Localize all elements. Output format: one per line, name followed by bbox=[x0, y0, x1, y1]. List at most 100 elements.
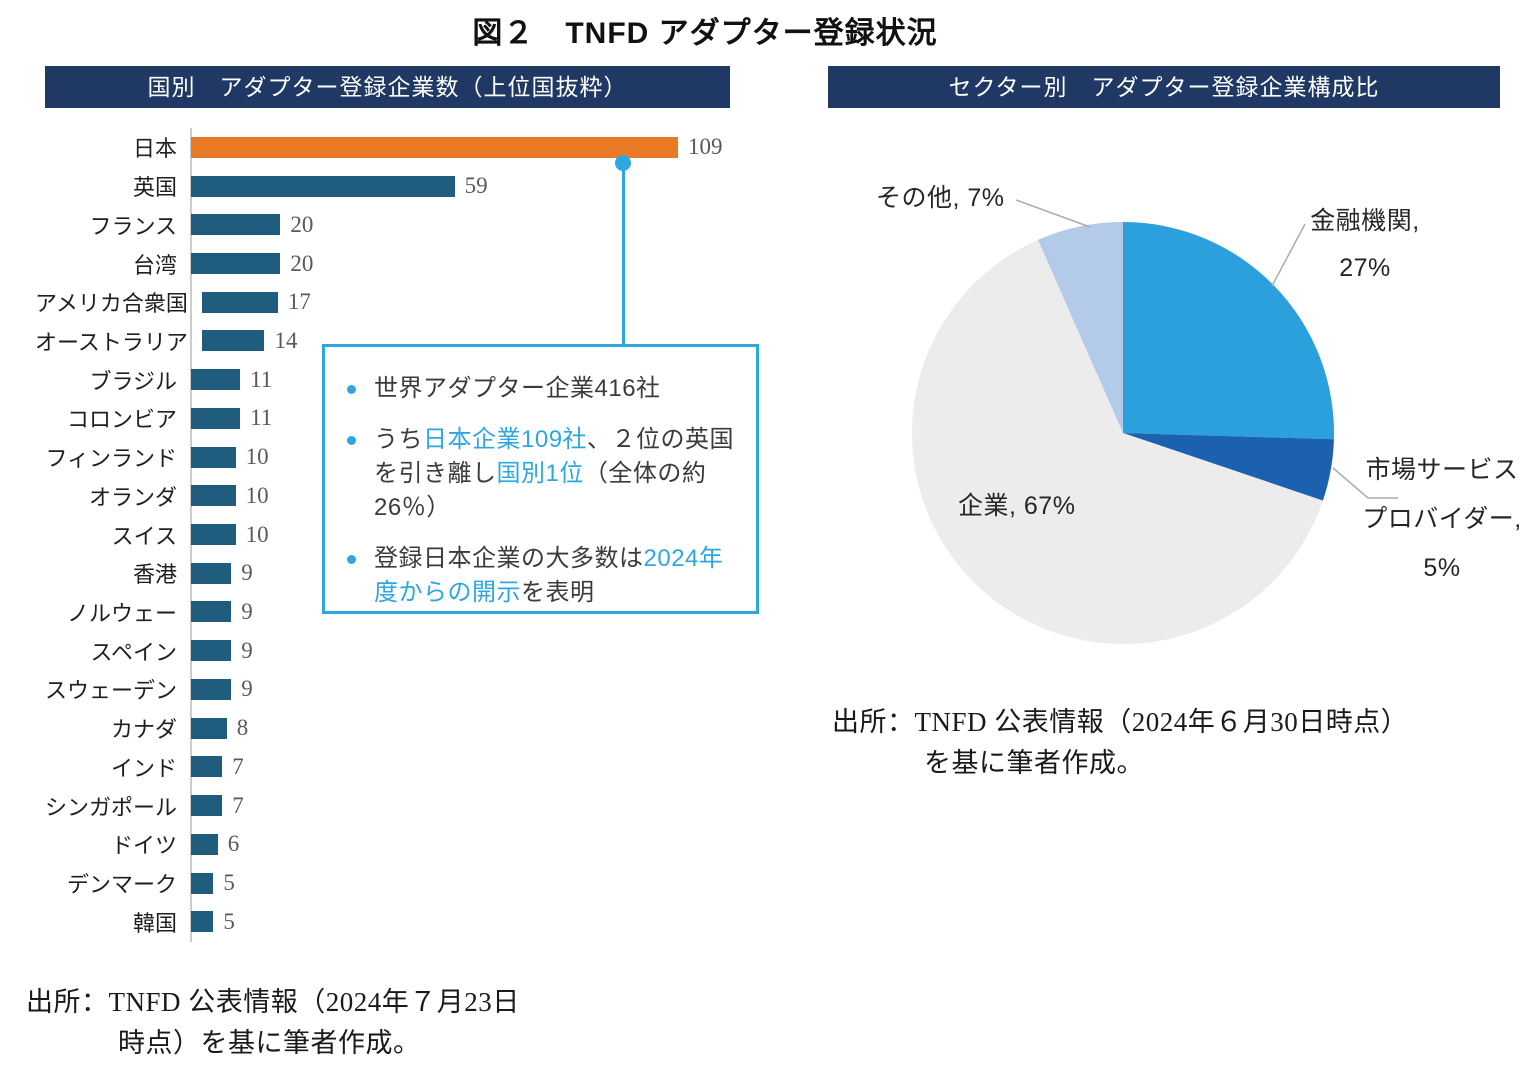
pie-label-finance-line2: 27% bbox=[1339, 254, 1391, 282]
bar-source-line2: 時点）を基に筆者作成。 bbox=[118, 1028, 421, 1058]
bar-row: 台湾 20 bbox=[35, 244, 740, 283]
bar-category-label: 台湾 bbox=[132, 252, 177, 278]
bar-category-label: 日本 bbox=[132, 136, 177, 162]
bar-row: コロンビア 11 bbox=[35, 399, 740, 438]
bullet-text-segment: を表明 bbox=[521, 579, 595, 606]
bar bbox=[191, 601, 232, 623]
bar-row: 香港 9 bbox=[35, 554, 740, 593]
bullet-text-segment: 世界アダプター企業416社 bbox=[374, 375, 661, 402]
bar-value-label: 59 bbox=[464, 173, 488, 199]
bar-value-label: 9 bbox=[241, 637, 253, 663]
bullet-dot-icon bbox=[347, 555, 356, 564]
callout-bullet-item: 世界アダプター企業416社 bbox=[340, 372, 744, 406]
bar-category-label: フィンランド bbox=[45, 446, 177, 472]
bar-category-label: シンガポール bbox=[44, 794, 177, 820]
bar bbox=[191, 369, 241, 391]
bar-category-label: スペイン bbox=[90, 639, 177, 665]
bar-value-label: 11 bbox=[250, 366, 273, 392]
bar-row: インド 7 bbox=[35, 748, 740, 787]
bar-value-label: 20 bbox=[290, 250, 314, 276]
callout-leader-line bbox=[622, 166, 625, 344]
callout-bullet-item: 登録日本企業の大多数は2024年度からの開示を表明 bbox=[340, 542, 744, 610]
bar-category-label: カナダ bbox=[110, 717, 177, 743]
bar-category-label: オランダ bbox=[88, 484, 177, 510]
bar bbox=[191, 175, 455, 197]
bar-row: カナダ 8 bbox=[35, 709, 740, 748]
pie-source-note: 出所：TNFD 公表情報（2024年６月30日時点） を基に筆者作成。 bbox=[832, 702, 1408, 784]
bar-value-label: 6 bbox=[227, 831, 240, 857]
pie-label-market: 市場サービス プロバイダー, 5% bbox=[1358, 446, 1526, 593]
bar-row: フランス 20 bbox=[35, 205, 740, 244]
pie-slice-3 bbox=[912, 239, 1323, 644]
bullet-text: 世界アダプター企業416社 bbox=[374, 372, 661, 406]
bar-category-label: インド bbox=[110, 755, 177, 781]
bar bbox=[191, 524, 236, 546]
pie-label-finance-line1: 金融機関, bbox=[1310, 207, 1420, 235]
bar bbox=[191, 253, 281, 275]
pie-source-line2: を基に筆者作成。 bbox=[924, 748, 1144, 778]
bar-value-label: 20 bbox=[290, 211, 314, 237]
bar-value-label: 5 bbox=[223, 908, 235, 934]
callout-bullet-list: 世界アダプター企業416社うち日本企業109社、２位の英国を引き離し国別1位（全… bbox=[340, 372, 744, 610]
bar-category-label: 香港 bbox=[132, 562, 177, 588]
pie-chart bbox=[912, 222, 1334, 644]
bar bbox=[191, 214, 281, 236]
bar-category-label: アメリカ合衆国 bbox=[35, 291, 188, 317]
bar-value-label: 9 bbox=[241, 560, 253, 586]
bar-value-label: 109 bbox=[688, 134, 723, 160]
bar-row: オランダ 10 bbox=[35, 476, 740, 515]
pie-panel-header: セクター別 アダプター登録企業構成比 bbox=[828, 66, 1500, 108]
bar bbox=[191, 756, 223, 778]
bar-row: ブラジル 11 bbox=[35, 360, 740, 399]
bar-row: オーストラリア 14 bbox=[35, 322, 740, 361]
bullet-text-segment: うち bbox=[374, 426, 423, 453]
bar bbox=[191, 872, 214, 894]
bar-row: 英国 59 bbox=[35, 167, 740, 206]
pie-label-market-line1: 市場サービス bbox=[1365, 456, 1519, 484]
bar-value-label: 10 bbox=[245, 521, 269, 547]
pie-slice-4 bbox=[1037, 222, 1123, 433]
bar bbox=[191, 562, 232, 584]
bar-category-label: 韓国 bbox=[132, 910, 177, 936]
bar-value-label: 10 bbox=[245, 482, 269, 508]
bar-category-label: スイス bbox=[111, 523, 177, 549]
pie-slice-2 bbox=[1123, 433, 1334, 501]
callout-leader-dot bbox=[615, 155, 631, 171]
bar bbox=[191, 136, 678, 158]
bar-category-label: コロンビア bbox=[66, 407, 177, 433]
bar bbox=[191, 833, 218, 855]
bullet-text: 登録日本企業の大多数は2024年度からの開示を表明 bbox=[374, 542, 744, 610]
bar-category-label: ブラジル bbox=[89, 368, 177, 394]
bar-row: アメリカ合衆国 17 bbox=[35, 283, 740, 322]
bullet-text-highlight: 日本企業109社 bbox=[423, 426, 588, 453]
bar-category-label: スウェーデン bbox=[44, 678, 177, 704]
bar-row: シンガポール 7 bbox=[35, 786, 740, 825]
callout-box: 世界アダプター企業416社うち日本企業109社、２位の英国を引き離し国別1位（全… bbox=[322, 344, 759, 614]
pie-label-corp: 企業, 67% bbox=[958, 492, 1076, 520]
bar-value-label: 9 bbox=[241, 598, 253, 624]
callout-bullet-item: うち日本企業109社、２位の英国を引き離し国別1位（全体の約26％） bbox=[340, 423, 744, 525]
bar-row: デンマーク 5 bbox=[35, 864, 740, 903]
bar-value-label: 17 bbox=[287, 289, 311, 315]
bar-source-note: 出所：TNFD 公表情報（2024年７月23日 時点）を基に筆者作成。 bbox=[26, 982, 520, 1064]
bar-row: スペイン 9 bbox=[35, 631, 740, 670]
bar-row: フィンランド 10 bbox=[35, 438, 740, 477]
bar bbox=[191, 640, 232, 662]
bar-value-label: 8 bbox=[236, 715, 249, 741]
pie-label-market-line3: 5% bbox=[1423, 554, 1461, 582]
bar-row: ノルウェー 9 bbox=[35, 593, 740, 632]
bar bbox=[201, 291, 278, 313]
bar-category-label: フランス bbox=[89, 213, 177, 239]
bar bbox=[191, 407, 241, 429]
bar bbox=[191, 717, 227, 739]
bar-value-label: 7 bbox=[232, 792, 244, 818]
pie-slice-1 bbox=[1123, 222, 1334, 440]
bar-source-line1: 出所：TNFD 公表情報（2024年７月23日 bbox=[26, 987, 520, 1017]
bar-category-label: 英国 bbox=[132, 175, 177, 201]
bullet-text-segment: （全体の約26％） bbox=[374, 460, 707, 521]
bar-row: 日本 109 bbox=[35, 128, 740, 167]
bar-value-label: 14 bbox=[274, 327, 298, 353]
pie-label-market-line2: プロバイダー, bbox=[1362, 505, 1522, 533]
bar-value-label: 7 bbox=[232, 753, 244, 779]
